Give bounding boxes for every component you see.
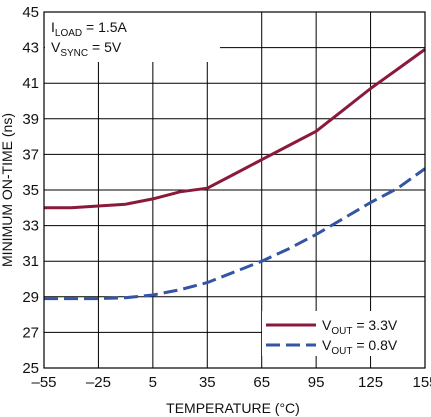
conditions-box [45, 10, 220, 62]
y-tick-label: 41 [22, 75, 39, 92]
legend-label-vout-3v3: VOUT = 3.3V [322, 317, 398, 337]
x-tick-label: 155 [412, 374, 431, 391]
legend-label-vout-0v8: VOUT = 0.8V [322, 337, 398, 357]
x-tick-label: 5 [149, 374, 157, 391]
y-tick-label: 33 [22, 218, 39, 235]
x-tick-label: –25 [86, 374, 111, 391]
y-axis-ticks: 25 27 29 31 33 35 37 39 41 43 45 [22, 4, 39, 377]
x-tick-label: 35 [199, 374, 216, 391]
y-axis-title: MINIMUM ON-TIME (ns) [0, 113, 15, 267]
x-tick-label: –55 [31, 374, 56, 391]
y-tick-label: 37 [22, 146, 39, 163]
y-tick-label: 35 [22, 182, 39, 199]
series-line-0 [44, 48, 426, 210]
y-tick-label: 39 [22, 111, 39, 128]
y-tick-label: 27 [22, 324, 39, 341]
series-group [44, 48, 426, 301]
x-tick-label: 125 [358, 374, 383, 391]
x-axis-title: TEMPERATURE (°C) [166, 400, 300, 416]
series-line-1 [44, 167, 426, 301]
condition-iload: ILOAD = 1.5A [51, 19, 128, 39]
y-tick-label: 43 [22, 40, 39, 57]
plot-frame [43, 11, 426, 369]
x-axis-ticks: –55 –25 5 35 65 95 125 155 [31, 374, 431, 391]
y-tick-label: 45 [22, 4, 39, 21]
y-tick-label: 31 [22, 253, 39, 270]
y-tick-label: 25 [22, 360, 39, 377]
x-tick-label: 95 [308, 374, 325, 391]
x-tick-label: 65 [253, 374, 270, 391]
legend-box [262, 311, 425, 356]
condition-vsync: VSYNC = 5V [51, 39, 122, 59]
y-tick-label: 29 [22, 289, 39, 306]
